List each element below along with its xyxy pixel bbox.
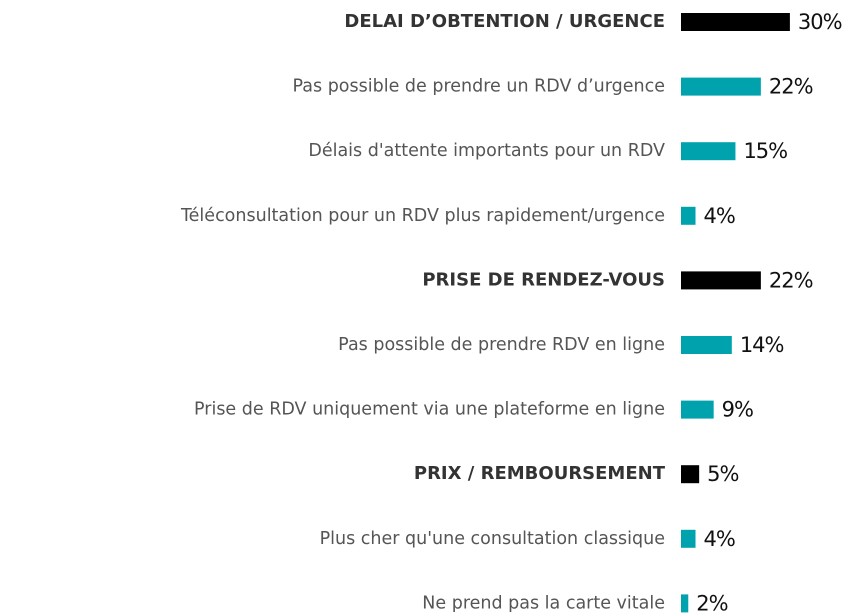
category-label: Prise de RDV uniquement via une platefor…	[194, 400, 665, 420]
bar	[681, 336, 732, 354]
bar	[681, 77, 761, 96]
bar	[681, 271, 761, 290]
bar	[681, 400, 714, 419]
category-label: Téléconsultation pour un RDV plus rapide…	[180, 206, 665, 226]
bar	[681, 206, 696, 225]
value-label: 14%	[740, 333, 784, 357]
bar	[681, 465, 700, 484]
category-label: Délais d'attente importants pour un RDV	[308, 141, 665, 161]
category-label: Plus cher qu'une consultation classique	[320, 529, 665, 549]
category-label: Ne prend pas la carte vitale	[422, 593, 665, 613]
group-label: PRISE DE RENDEZ-VOUS	[422, 269, 665, 290]
value-label: 9%	[722, 398, 753, 422]
bar	[681, 142, 736, 161]
bar	[681, 13, 790, 31]
group-label: DELAI D’OBTENTION / URGENCE	[344, 11, 665, 32]
value-label: 22%	[769, 268, 813, 292]
group-label: PRIX / REMBOURSEMENT	[414, 463, 666, 484]
category-label: Pas possible de prendre un RDV d’urgence	[293, 77, 665, 97]
value-label: 15%	[743, 139, 787, 163]
value-label: 4%	[704, 204, 735, 228]
value-label: 4%	[704, 527, 735, 551]
value-label: 22%	[769, 75, 813, 99]
bar	[681, 594, 689, 613]
value-label: 30%	[798, 10, 842, 34]
value-label: 2%	[696, 591, 727, 615]
category-label: Pas possible de prendre RDV en ligne	[338, 335, 665, 355]
value-label: 5%	[707, 462, 738, 486]
bar	[681, 529, 696, 548]
